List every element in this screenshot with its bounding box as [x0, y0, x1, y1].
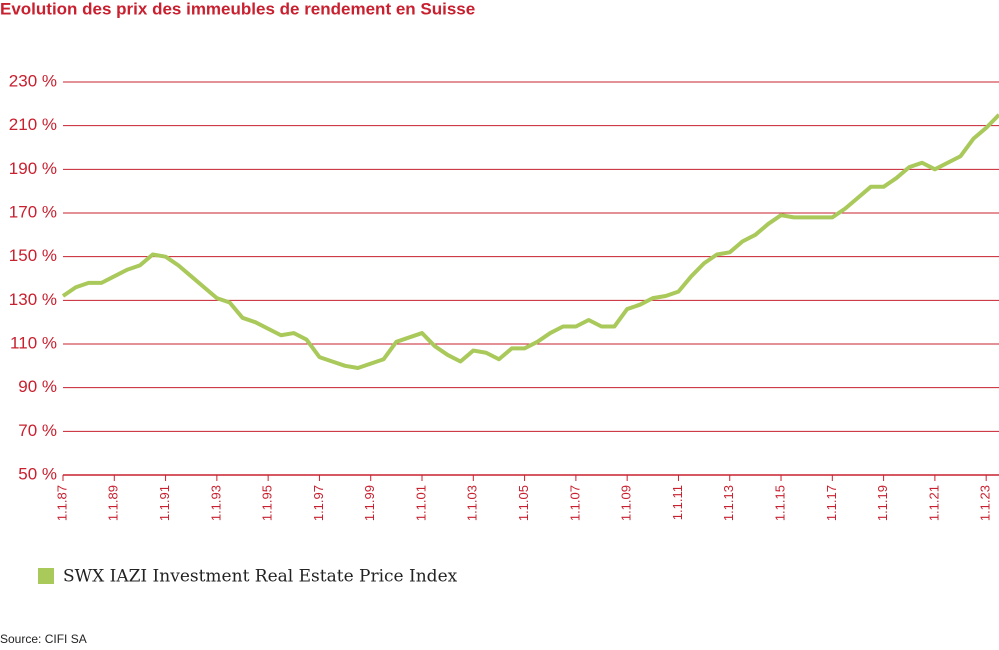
- y-tick-label: 130 %: [9, 290, 57, 309]
- y-tick-label: 150 %: [9, 246, 57, 265]
- x-tick-label: 1.1.23: [978, 485, 993, 521]
- y-tick-label: 50 %: [18, 464, 57, 483]
- y-tick-label: 230 %: [9, 71, 57, 90]
- x-tick-label: 1.1.09: [619, 485, 634, 521]
- x-tick-label: 1.1.11: [670, 485, 685, 520]
- source: Source: CIFI SA: [0, 632, 87, 646]
- chart-title: Evolution des prix des immeubles de rend…: [0, 0, 475, 18]
- x-tick-label: 1.1.95: [260, 485, 275, 521]
- x-tick-label: 1.1.05: [516, 485, 531, 521]
- x-tick-label: 1.1.93: [208, 485, 223, 521]
- x-tick-label: 1.1.89: [106, 485, 121, 521]
- x-tick-label: 1.1.87: [54, 485, 69, 521]
- x-tick-label: 1.1.21: [926, 485, 941, 521]
- y-tick-label: 90 %: [18, 377, 57, 396]
- x-tick-label: 1.1.01: [413, 485, 428, 521]
- x-tick-label: 1.1.19: [875, 485, 890, 521]
- y-tick-label: 210 %: [9, 115, 57, 134]
- y-tick-label: 170 %: [9, 202, 57, 221]
- y-tick-label: 110 %: [10, 333, 57, 352]
- x-tick-label: 1.1.17: [824, 485, 839, 521]
- x-tick-label: 1.1.97: [311, 485, 326, 521]
- legend-label: SWX IAZI Investment Real Estate Price In…: [63, 567, 458, 587]
- data-line: [61, 113, 999, 371]
- y-tick-label: 70 %: [18, 421, 57, 440]
- x-tick-label: 1.1.15: [772, 485, 787, 521]
- x-tick-label: 1.1.03: [465, 485, 480, 521]
- x-tick-label: 1.1.07: [567, 485, 582, 521]
- legend-swatch: [38, 568, 54, 584]
- x-tick-label: 1.1.91: [157, 485, 172, 521]
- y-tick-label: 190 %: [9, 159, 57, 178]
- x-tick-label: 1.1.13: [721, 485, 736, 521]
- x-tick-label: 1.1.99: [362, 485, 377, 521]
